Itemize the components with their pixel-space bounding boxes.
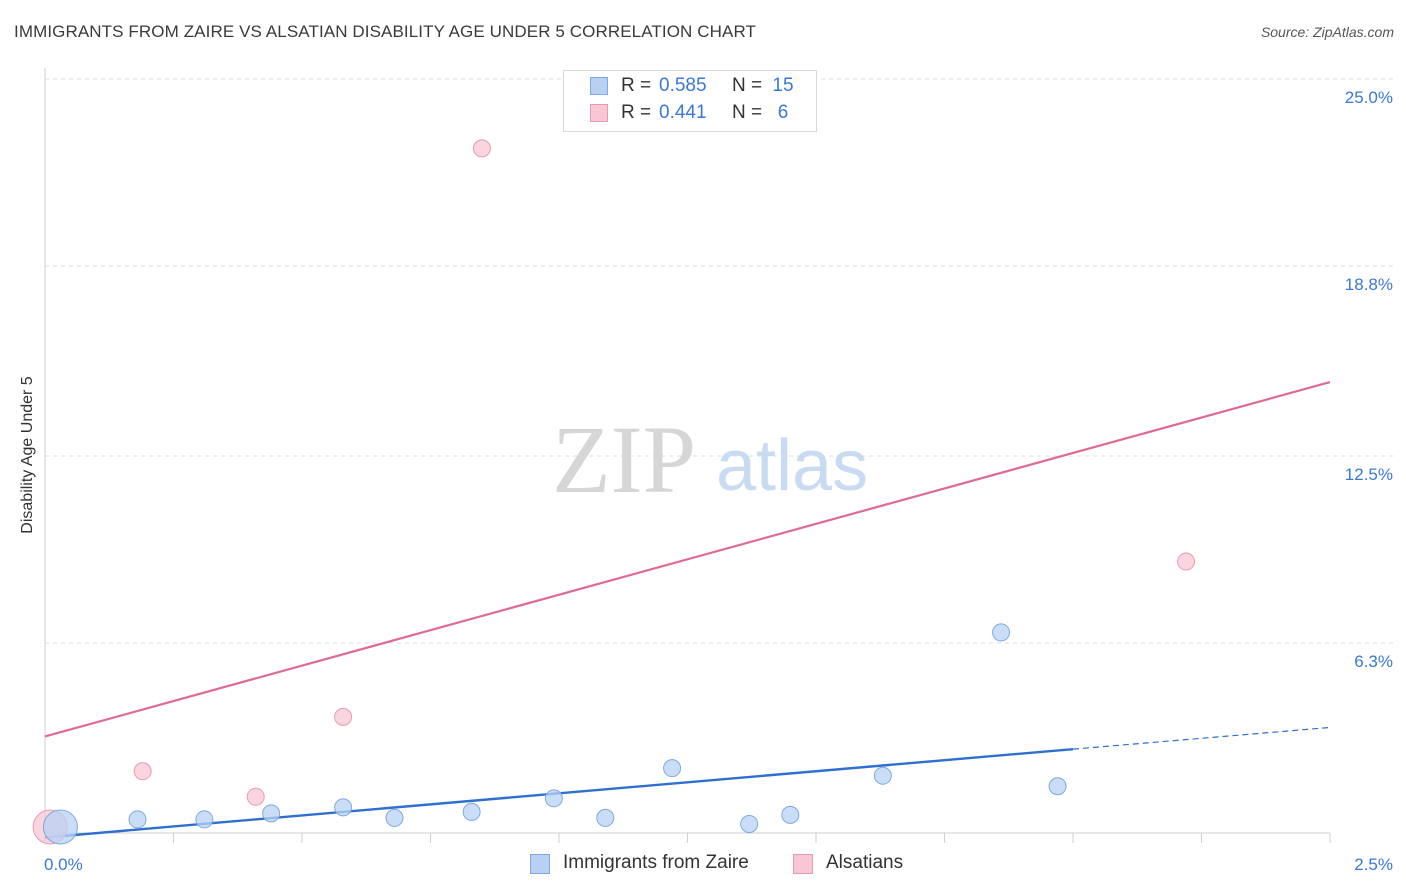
x-tick-label: 2.5% xyxy=(1354,855,1393,874)
correlation-legend: R = 0.585 N = 15 R = 0.441 N = 6 xyxy=(563,70,817,132)
data-point-zaire xyxy=(385,808,404,827)
data-points xyxy=(32,139,1196,845)
legend-swatch-zaire xyxy=(590,77,608,95)
legend-n-value: 6 xyxy=(777,102,789,123)
legend-r-label: R = xyxy=(621,75,652,96)
trend-line-zaire-extension xyxy=(1072,726,1331,750)
legend-label-zaire: Immigrants from Zaire xyxy=(563,852,749,873)
y-tick-label: 18.8% xyxy=(1345,275,1393,294)
legend-swatch-alsatians xyxy=(793,854,813,874)
y-tick-label: 12.5% xyxy=(1345,465,1393,484)
watermark-zip: ZIP xyxy=(552,406,696,513)
data-point-alsatians xyxy=(246,787,265,806)
chart-title: IMMIGRANTS FROM ZAIRE VS ALSATIAN DISABI… xyxy=(14,22,756,41)
watermark: ZIP atlas xyxy=(552,406,868,513)
legend-r-label: R = xyxy=(621,102,652,123)
legend-n-value: 15 xyxy=(772,75,794,96)
data-point-zaire xyxy=(262,804,281,823)
data-point-zaire xyxy=(195,810,214,829)
data-point-alsatians xyxy=(1177,552,1196,571)
data-point-zaire xyxy=(42,809,78,845)
legend-swatch-alsatians xyxy=(590,104,608,122)
legend-swatch-zaire xyxy=(530,854,550,874)
data-point-zaire xyxy=(740,814,759,833)
data-point-zaire xyxy=(992,623,1011,642)
data-point-alsatians xyxy=(334,707,353,726)
data-point-zaire xyxy=(781,805,800,824)
x-tick-label: 0.0% xyxy=(44,855,83,874)
y-tick-label: 25.0% xyxy=(1345,88,1393,107)
data-point-zaire xyxy=(128,810,147,829)
legend-r-value: 0.441 xyxy=(659,102,707,123)
legend-n-label: N = xyxy=(732,75,763,96)
data-point-zaire xyxy=(596,808,615,827)
data-point-zaire xyxy=(462,802,481,821)
legend-r-value: 0.585 xyxy=(659,75,707,96)
watermark-atlas: atlas xyxy=(716,426,868,506)
data-point-zaire xyxy=(663,759,682,778)
legend-label-alsatians: Alsatians xyxy=(826,852,904,873)
legend-n-label: N = xyxy=(732,102,763,123)
tick-labels: 6.3% 12.5% 18.8% 25.0% 0.0% 2.5% xyxy=(44,88,1393,874)
data-point-zaire xyxy=(1048,777,1067,796)
y-tick-label: 6.3% xyxy=(1354,652,1393,671)
chart-source: Source: ZipAtlas.com xyxy=(1260,24,1394,40)
data-point-alsatians xyxy=(133,762,152,781)
legend-row-zaire: R = 0.585 N = 15 xyxy=(564,73,816,99)
data-point-zaire xyxy=(873,766,892,785)
data-point-zaire xyxy=(334,798,353,817)
trend-line-alsatians xyxy=(44,381,1331,738)
data-point-alsatians xyxy=(472,139,491,158)
data-point-zaire xyxy=(544,789,563,808)
legend-row-alsatians: R = 0.441 N = 6 xyxy=(564,100,816,126)
axes xyxy=(44,68,1331,843)
